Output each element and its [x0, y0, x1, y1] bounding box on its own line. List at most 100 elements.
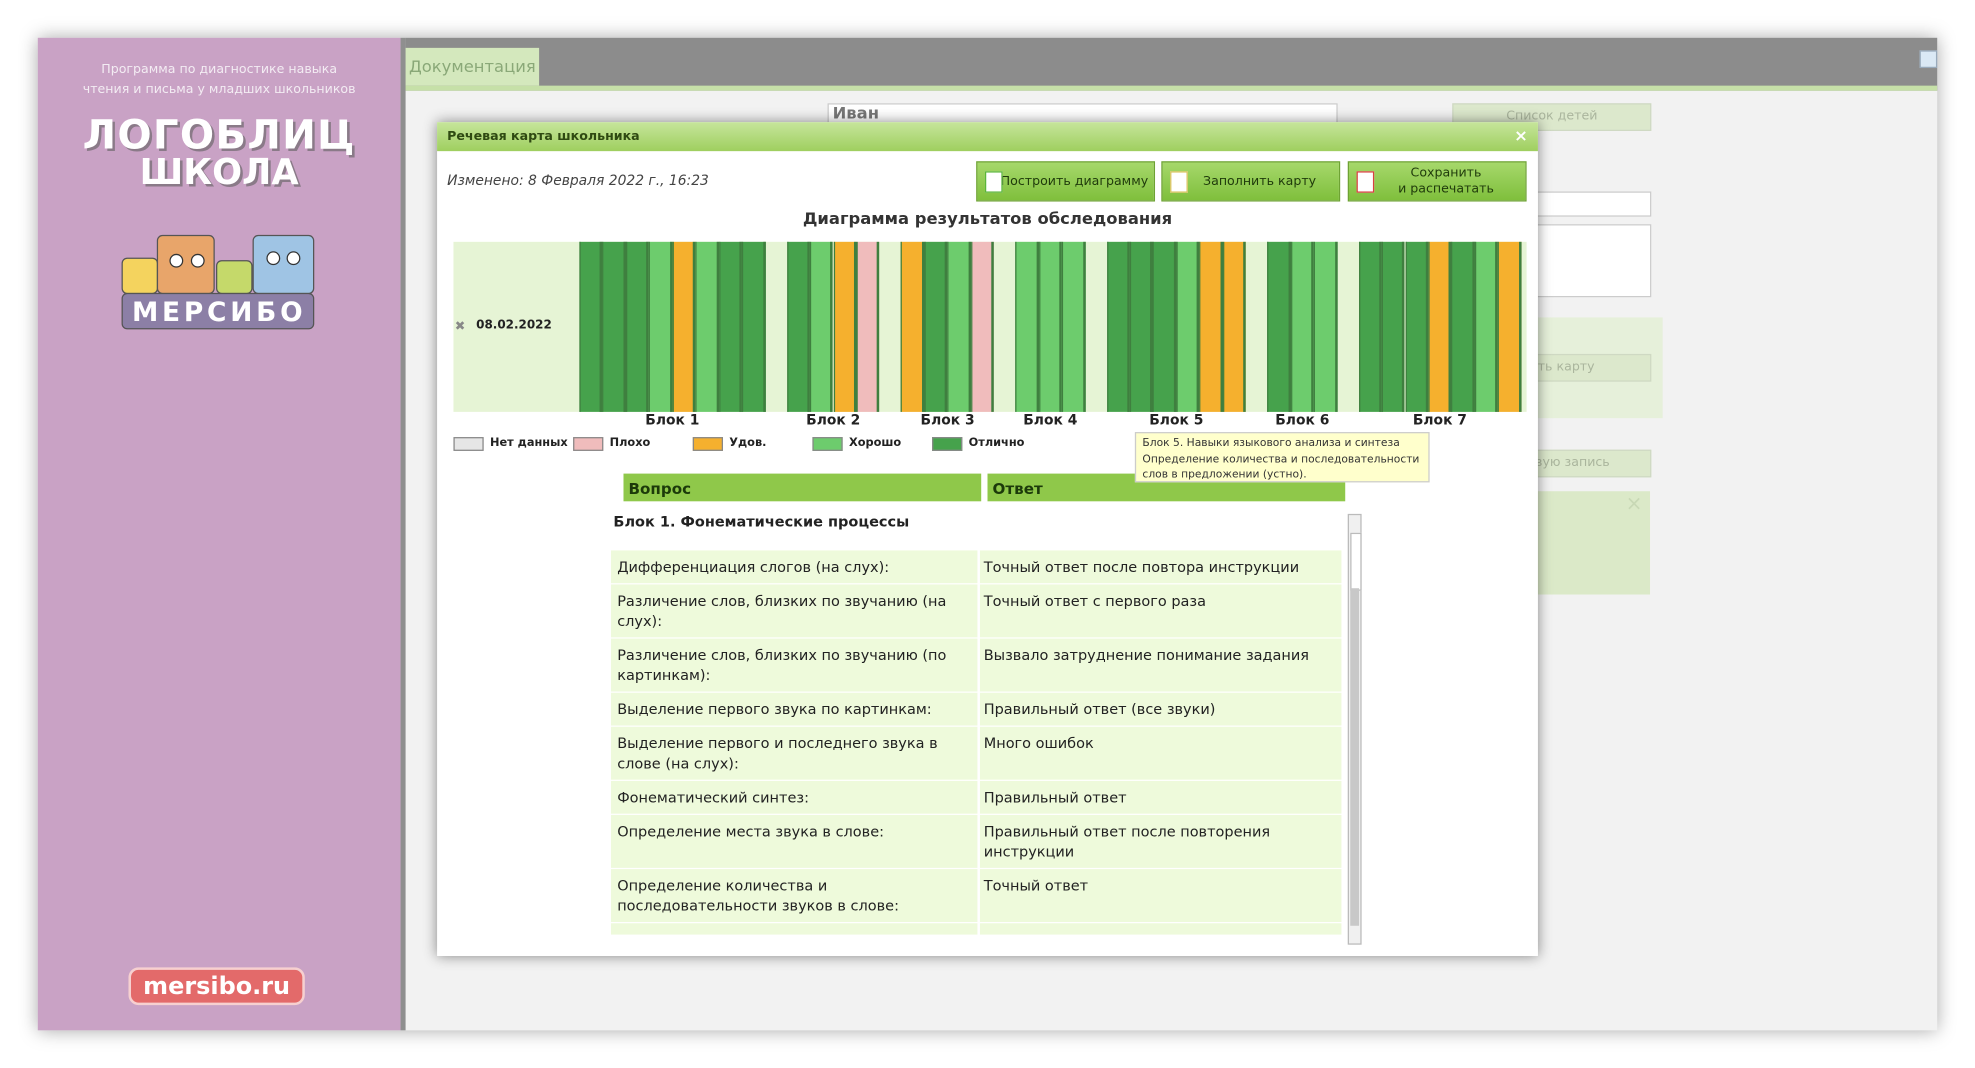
table-row: Определение количества и последовательно…: [610, 869, 1344, 923]
sidebar: [37, 37, 401, 1031]
scrollbar[interactable]: [1347, 513, 1362, 945]
legend-label: Нет данных: [489, 437, 568, 450]
answer: Вызвало затруднение понимание задания: [979, 638, 1342, 692]
modified: Изменено: 8 Февраля 2022 г., 16:23: [447, 172, 709, 189]
diagram-cell: [1290, 241, 1314, 412]
diagram-cell: [1358, 241, 1382, 412]
button-icon: [1170, 171, 1188, 193]
diagram-cell: [901, 241, 925, 412]
table-row: Дифференциация слогов (на слух): Точный о…: [610, 550, 1344, 584]
close-button[interactable]: ×: [1514, 127, 1528, 147]
button-icon: [984, 171, 1003, 193]
tab[interactable]: Документация: [405, 47, 540, 86]
diagram-cell: [1106, 241, 1130, 412]
diagram-cell: [1176, 241, 1200, 412]
dialog: Речевая карта школьника × Изменено: 8 Фев…: [437, 122, 1538, 957]
question: Определение места звука в слове:: [610, 814, 978, 868]
legend-swatch: [692, 437, 723, 451]
block-label: Блок 4: [1023, 411, 1078, 429]
date-label: 08.02.2022: [476, 318, 552, 333]
sidebar-subtitle: Программа по диагностике навыка: [101, 62, 338, 77]
question: Различение слов, близких по звучанию (по…: [610, 638, 978, 692]
toolbar-button[interactable]: Заполнить карту: [1161, 161, 1341, 202]
diagram-cell: [1313, 241, 1338, 412]
button-text: Заполнить карту: [1203, 174, 1317, 189]
question: Выделение первого и последнего звука в с…: [610, 726, 978, 780]
scroll-track: [1350, 588, 1360, 926]
question: Различение слов, близких по звучанию (на…: [610, 584, 978, 638]
diagram-cell: [1038, 241, 1062, 412]
menu-toggle[interactable]: [1919, 50, 1938, 69]
diagram-cell: [786, 241, 810, 412]
diagram-cell: [672, 241, 696, 412]
question: Фонематический синтез:: [610, 780, 978, 814]
diagram-cell: [924, 241, 948, 412]
button-label: Построить диаграмму: [983, 173, 1149, 189]
question: Выделение первого звука по картинкам:: [610, 692, 978, 726]
diagram-cell: [1451, 241, 1475, 412]
button-text: и распечатать: [1398, 182, 1494, 197]
answer: [979, 923, 1342, 935]
legend-label: Плохо: [609, 437, 651, 450]
tooltip-line: слов в предложении (устно).: [1142, 468, 1307, 482]
block-label: Блок 7: [1412, 411, 1467, 429]
diagram-cell: [1222, 241, 1247, 412]
diagram-cell: [1015, 241, 1039, 412]
block-label: Блок 6: [1275, 411, 1330, 429]
diagram-cell: [1428, 241, 1452, 412]
block-label: Блок 3: [920, 411, 975, 429]
question: Определение количества и последовательно…: [610, 869, 978, 923]
diagram-cell: [718, 241, 743, 412]
table-row: [610, 923, 1344, 935]
top-bar: [405, 37, 1938, 91]
legend-swatch: [573, 437, 604, 451]
diagram-cell: [1498, 241, 1522, 412]
legend-swatch: [453, 437, 484, 451]
dialog-titlebar: Речевая карта школьника ×: [437, 122, 1538, 152]
diagram-cell: [579, 241, 603, 412]
diagram-cell: [1381, 241, 1406, 412]
diagram-cell: [1405, 241, 1429, 412]
question: Дифференциация слогов (на слух):: [610, 550, 978, 584]
block-label: Блок 2: [806, 411, 861, 429]
diagram-cell: [1199, 241, 1223, 412]
button-text: Сохранить: [1410, 166, 1482, 181]
tooltip: Блок 5. Навыки языкового анализа и синте…: [1134, 432, 1430, 483]
diagram-title: Диаграмма результатов обследования: [802, 210, 1173, 230]
diagram-cell: [833, 241, 857, 412]
answer: Правильный ответ после повторения инстру…: [979, 814, 1342, 868]
legend-swatch: [812, 437, 843, 451]
site-link[interactable]: mersibo.ru: [128, 967, 305, 1006]
toolbar-button[interactable]: Построить диаграмму: [976, 161, 1156, 202]
sidebar-subtitle: чтения и письма у младших школьников: [82, 83, 356, 97]
diagram-cell: [947, 241, 971, 412]
button-icon: [1356, 171, 1375, 193]
logo-line: ШКОЛА: [139, 151, 299, 193]
dialog-title: Речевая карта школьника: [447, 129, 640, 144]
table-row: Определение места звука в слове: Правильн…: [610, 814, 1344, 868]
diagram-cell: [649, 241, 673, 412]
diagram-cell: [1129, 241, 1154, 412]
logo-line: ЛОГОБЛИЦ: [82, 110, 356, 159]
diagram-cell: [809, 241, 834, 412]
answer: Правильный ответ: [979, 780, 1342, 814]
answer: Точный ответ: [979, 869, 1342, 923]
diagram-cell: [856, 241, 880, 412]
diagram-cell: [602, 241, 626, 412]
legend-label: Отлично: [968, 437, 1025, 450]
answer: Много ошибок: [979, 726, 1342, 780]
diagram-cell: [970, 241, 995, 412]
tooltip-line: Блок 5. Навыки языкового анализа и синте…: [1142, 437, 1400, 450]
table-row: Выделение первого и последнего звука в с…: [610, 726, 1344, 780]
diagram-cell: [625, 241, 650, 412]
answer: Точный ответ с первого раза: [979, 584, 1342, 638]
question: [610, 923, 978, 935]
table-row: Различение слов, близких по звучанию (на…: [610, 584, 1344, 638]
scroll-thumb[interactable]: [1350, 532, 1362, 591]
toolbar-button[interactable]: Сохранить и распечатать: [1347, 161, 1527, 202]
answer: Правильный ответ (все звуки): [979, 692, 1342, 726]
brand: МЕРСИБО: [131, 297, 307, 328]
button-text: Построить диаграмму: [1000, 174, 1149, 189]
remove-date[interactable]: ✖: [454, 319, 466, 334]
